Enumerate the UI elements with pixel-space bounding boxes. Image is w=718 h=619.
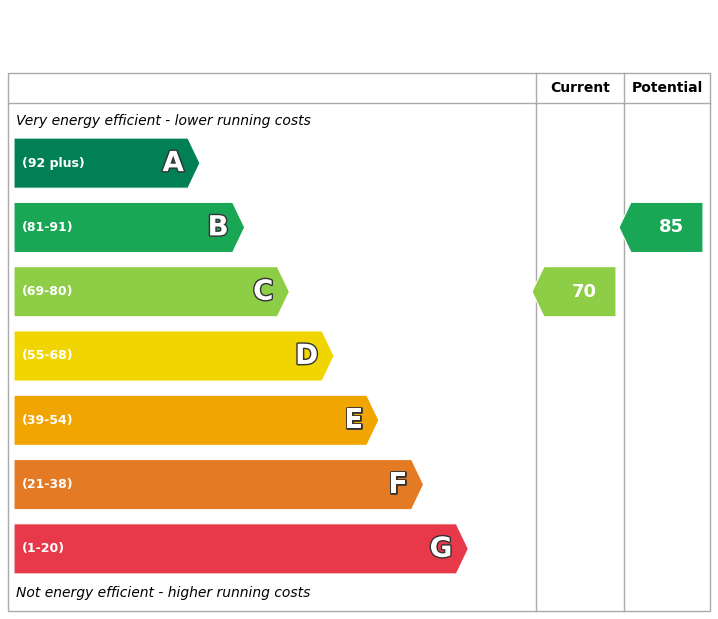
Polygon shape	[14, 524, 468, 574]
Polygon shape	[532, 267, 616, 317]
Polygon shape	[14, 138, 200, 188]
Text: Current: Current	[550, 81, 610, 95]
Polygon shape	[14, 202, 245, 253]
Polygon shape	[14, 459, 424, 509]
Text: (92 plus): (92 plus)	[22, 157, 85, 170]
Text: Very energy efficient - lower running costs: Very energy efficient - lower running co…	[16, 114, 311, 128]
Text: 85: 85	[658, 219, 684, 236]
Text: B: B	[208, 214, 228, 241]
Text: (69-80): (69-80)	[22, 285, 73, 298]
Text: 70: 70	[572, 283, 597, 301]
Text: (1-20): (1-20)	[22, 542, 65, 555]
Text: (81-91): (81-91)	[22, 221, 74, 234]
Polygon shape	[14, 331, 334, 381]
Text: A: A	[162, 149, 184, 177]
Text: E: E	[344, 406, 363, 435]
Text: Not energy efficient - higher running costs: Not energy efficient - higher running co…	[16, 586, 310, 600]
Text: G: G	[429, 535, 452, 563]
Text: D: D	[295, 342, 318, 370]
Text: (39-54): (39-54)	[22, 413, 74, 426]
Polygon shape	[14, 267, 289, 317]
Text: Energy Efficiency Rating: Energy Efficiency Rating	[16, 16, 476, 49]
Text: C: C	[253, 278, 274, 306]
Polygon shape	[619, 202, 703, 253]
Polygon shape	[14, 395, 379, 445]
Text: F: F	[388, 470, 408, 498]
Text: Potential: Potential	[631, 81, 703, 95]
Text: (55-68): (55-68)	[22, 350, 74, 363]
Text: (21-38): (21-38)	[22, 478, 74, 491]
